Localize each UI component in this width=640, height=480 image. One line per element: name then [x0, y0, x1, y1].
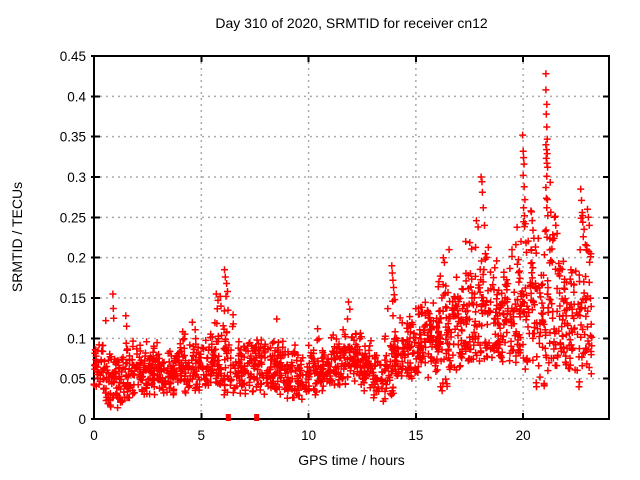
y-tick-label: 0.45: [60, 49, 86, 64]
y-tick-label: 0.3: [67, 170, 86, 185]
y-tick-label: 0.1: [67, 331, 86, 346]
y-tick-label: 0.05: [60, 372, 86, 387]
x-tick-label: 0: [90, 428, 98, 443]
y-tick-label: 0.4: [67, 89, 86, 104]
y-tick-label: 0.25: [60, 210, 86, 225]
y-tick-label: 0: [78, 412, 86, 427]
x-tick-label: 15: [408, 428, 423, 443]
zero-value-square-marker: [254, 414, 260, 421]
y-tick-label: 0.35: [60, 130, 86, 145]
zero-value-square-marker: [225, 414, 231, 421]
x-axis-title: GPS time / hours: [298, 452, 405, 468]
x-tick-label: 5: [198, 428, 206, 443]
plot-border: [93, 55, 610, 420]
x-tick-label: 20: [516, 428, 531, 443]
y-tick-label: 0.15: [60, 291, 86, 306]
y-tick-label: 0.2: [67, 251, 86, 266]
scatter-points: [90, 70, 596, 412]
chart-title: Day 310 of 2020, SRMTID for receiver cn1…: [215, 15, 488, 31]
x-tick-label: 10: [301, 428, 316, 443]
